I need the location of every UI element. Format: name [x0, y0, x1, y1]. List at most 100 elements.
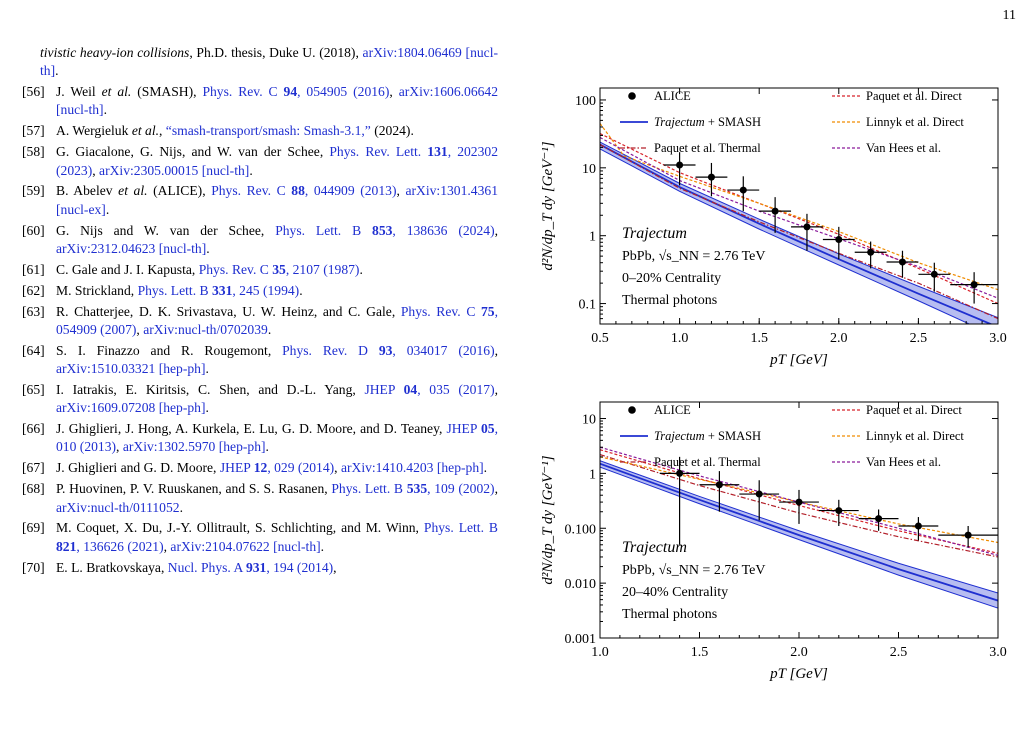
reference-link[interactable]: arXiv:1410.4203 [hep-ph]	[340, 460, 484, 476]
alice-point	[715, 481, 723, 489]
reference-link-volume[interactable]: 75	[481, 303, 495, 319]
reference-link[interactable]: , 054905 (2016)	[297, 84, 390, 100]
reference-list: tivistic heavy-ion collisions, Ph.D. the…	[22, 44, 498, 580]
reference-text: P. Huovinen, P. V. Ruuskanen, and S. S. …	[56, 481, 332, 497]
reference-text: M. Coquet, X. Du, J.-Y. Ollitrault, S. S…	[56, 520, 424, 536]
reference-link[interactable]: arXiv:1301.4361 [nucl-ex]	[56, 183, 498, 217]
reference-link[interactable]: Phys. Rev. C	[400, 303, 481, 319]
reference-number: [63]	[22, 303, 45, 319]
reference-link-volume[interactable]: 93	[378, 342, 393, 358]
reference-link[interactable]: Phys. Lett. B	[137, 282, 212, 298]
reference-link[interactable]: , 136626 (2021)	[76, 538, 164, 554]
reference-link[interactable]: Phys. Lett. B	[331, 481, 407, 497]
reference-link[interactable]: arXiv:2104.07622 [nucl-th]	[170, 538, 321, 554]
reference-number: [70]	[22, 559, 45, 575]
reference-link[interactable]: , 245 (1994)	[232, 282, 300, 298]
alice-point	[676, 161, 684, 169]
reference-link[interactable]: , 029 (2014)	[267, 460, 335, 476]
reference-text: .	[320, 538, 325, 554]
reference-link[interactable]: Phys. Rev. C	[202, 84, 284, 100]
reference-link[interactable]: Nucl. Phys. A	[167, 559, 246, 575]
reference-link[interactable]: Phys. Rev. D	[282, 342, 379, 358]
reference-link-volume[interactable]: 853	[372, 222, 393, 238]
reference-text: ,	[333, 559, 337, 575]
y-tick-label: 100	[575, 94, 596, 109]
reference-link[interactable]: , 010 (2013)	[56, 421, 498, 455]
reference-item: [62] M. Strickland, Phys. Lett. B 331, 24…	[22, 282, 498, 300]
reference-link[interactable]: arXiv:1302.5970 [hep-ph]	[122, 439, 266, 455]
reference-text: (2024).	[370, 123, 414, 139]
legend: ALICE Trajectum + SMASH Paquet et al. Ther…	[620, 89, 964, 155]
reference-link[interactable]: Phys. Rev. C	[198, 261, 273, 277]
legend-label: ALICE	[654, 89, 691, 103]
reference-link[interactable]: JHEP	[446, 421, 481, 437]
reference-link[interactable]: Phys. Rev. Lett.	[329, 144, 428, 160]
reference-link-volume[interactable]: 05	[481, 421, 495, 437]
reference-link[interactable]: , 034017 (2016)	[392, 342, 495, 358]
reference-link-volume[interactable]: 131	[427, 144, 448, 160]
alice-point	[867, 248, 875, 256]
alice-point	[739, 186, 747, 194]
reference-link-volume[interactable]: 12	[253, 460, 268, 476]
reference-text: , Ph.D. thesis, Duke U. (2018),	[189, 45, 363, 60]
series-line	[600, 143, 993, 324]
reference-link[interactable]: arXiv:1804.06469 [nucl-th]	[40, 45, 498, 79]
reference-link-volume[interactable]: 931	[245, 559, 267, 575]
reference-text: J. Ghiglieri, J. Hong, A. Kurkela, E. Lu…	[56, 421, 447, 437]
reference-link-volume[interactable]: 821	[56, 538, 77, 554]
reference-link[interactable]: arXiv:1609.07208 [hep-ph]	[56, 400, 206, 416]
reference-text: C. Gale and J. I. Kapusta,	[56, 261, 199, 277]
reference-link[interactable]: “smash-transport/smash: Smash-3.1,”	[165, 123, 371, 139]
reference-link[interactable]: , 054909 (2007)	[56, 303, 498, 337]
reference-link-volume[interactable]: 35	[272, 261, 286, 277]
reference-link-volume[interactable]: 94	[283, 84, 298, 100]
reference-link[interactable]: Phys. Rev. C	[211, 183, 292, 199]
reference-link[interactable]: arXiv:2312.04623 [nucl-th]	[56, 240, 207, 256]
reference-link[interactable]: JHEP	[364, 381, 404, 397]
x-tick-label: 3.0	[989, 331, 1007, 346]
reference-link[interactable]: arXiv:1510.03321 [hep-ph]	[56, 361, 206, 377]
reference-link[interactable]: arXiv:1606.06642 [nucl-th]	[56, 84, 499, 118]
reference-link[interactable]: Phys. Lett. B	[423, 520, 498, 536]
y-axis-label: d²N/dp_T dy [GeV⁻¹]	[540, 455, 556, 584]
reference-link-volume[interactable]: 88	[291, 183, 305, 199]
reference-text: .	[249, 162, 253, 178]
reference-link[interactable]: arXiv:nucl-th/0111052	[56, 499, 180, 515]
series-line	[600, 456, 998, 544]
reference-link[interactable]: arXiv:2305.00015 [nucl-th]	[99, 162, 250, 178]
legend-label: Van Hees et al.	[866, 141, 941, 155]
annotation-kind: Thermal photons	[622, 607, 717, 622]
reference-link[interactable]: , 202302 (2023)	[56, 144, 498, 178]
x-tick-label: 2.5	[890, 645, 908, 660]
reference-link[interactable]: , 2107 (1987)	[285, 261, 360, 277]
reference-text: ,	[159, 123, 166, 139]
series-line	[600, 136, 998, 299]
y-tick-label: 0.100	[565, 522, 597, 537]
y-tick-label: 1	[589, 230, 596, 245]
x-axis-label: pT [GeV]	[769, 352, 828, 368]
reference-number: [61]	[22, 261, 45, 277]
reference-link[interactable]: , 194 (2014)	[266, 559, 334, 575]
chart-plot-area: 0.5 1.0 1.5 2.0 2.5 3.0 0.1 1 10 100 pT [GeV] d²N/d…	[540, 87, 1007, 368]
reference-link-volume[interactable]: 331	[211, 282, 233, 298]
reference-italic-text: et al.	[131, 123, 159, 139]
reference-link-volume[interactable]: 04	[403, 381, 418, 397]
alice-point	[771, 207, 779, 215]
reference-number: [64]	[22, 342, 45, 358]
reference-item: [65] I. Iatrakis, E. Kiritsis, C. Shen, a…	[22, 381, 498, 418]
annotation-title: Trajectum	[622, 225, 687, 242]
reference-link[interactable]: , 044909 (2013)	[304, 183, 397, 199]
reference-link[interactable]: JHEP	[219, 460, 254, 476]
legend-label: Paquet et al. Thermal	[654, 455, 761, 469]
reference-link-volume[interactable]: 535	[406, 481, 428, 497]
reference-link[interactable]: , 138636 (2024)	[392, 222, 495, 238]
series-line	[600, 462, 998, 602]
reference-link[interactable]: arXiv:nucl-th/0702039	[143, 321, 268, 337]
reference-number: [62]	[22, 282, 45, 298]
figure-centrality-20-40: 1.0 1.5 2.0 2.5 3.0 0.001 0.010 0.100 1 10 pT [GeV…	[540, 401, 1007, 682]
reference-item: [60] G. Nijs and W. van der Schee, Phys. …	[22, 222, 498, 259]
reference-text: B. Abelev	[56, 183, 119, 199]
reference-link[interactable]: , 109 (2002)	[427, 481, 495, 497]
reference-link[interactable]: , 035 (2017)	[417, 381, 495, 397]
reference-link[interactable]: Phys. Lett. B	[275, 222, 373, 238]
